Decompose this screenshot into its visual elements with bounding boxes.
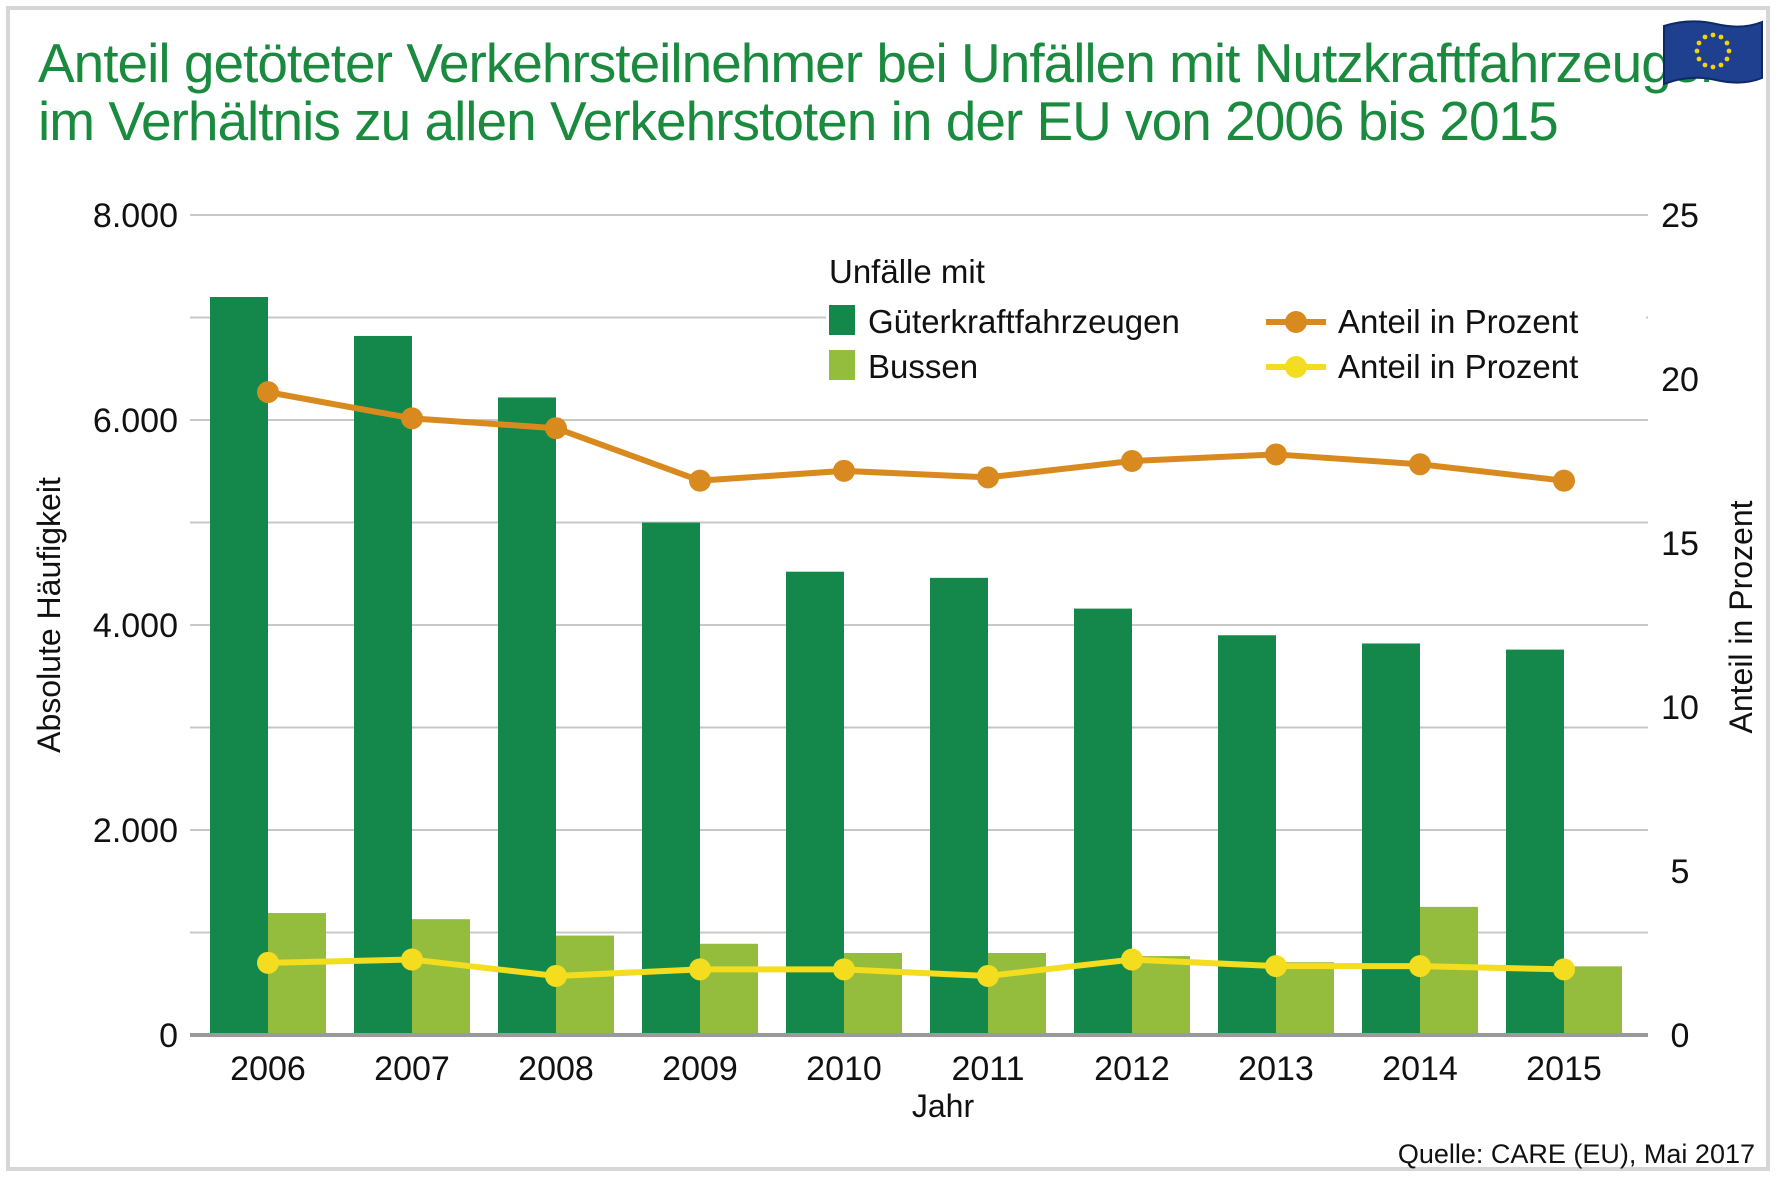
x-tick-label: 2015 — [1526, 1050, 1602, 1088]
bar-buses-2009 — [700, 943, 758, 1035]
point-share-buses-2008 — [545, 964, 567, 987]
bar-buses-2007 — [412, 919, 470, 1035]
legend: Unfälle mit Güterkraftfahrzeugen Bussen … — [826, 253, 1646, 388]
bar-trucks-2009 — [642, 522, 700, 1035]
legend-label-trucks: Güterkraftfahrzeugen — [868, 303, 1180, 340]
legend-marker-line-trucks — [1266, 311, 1326, 333]
source-note: Quelle: CARE (EU), Mai 2017 — [1398, 1139, 1755, 1169]
x-tick-label: 2008 — [518, 1050, 594, 1088]
legend-swatch-buses — [829, 350, 855, 380]
x-tick-label: 2011 — [951, 1050, 1024, 1088]
bar-buses-2011 — [988, 953, 1046, 1035]
x-tick-label: 2010 — [806, 1050, 882, 1088]
point-share-trucks-2010 — [833, 459, 855, 482]
point-share-buses-2013 — [1265, 955, 1287, 978]
point-share-trucks-2011 — [977, 466, 999, 489]
point-share-trucks-2013 — [1265, 443, 1287, 466]
y-tick-label: 4.000 — [93, 607, 178, 645]
y-tick-label: 6.000 — [93, 402, 178, 440]
line-share-trucks — [267, 389, 1565, 484]
bar-trucks-2010 — [786, 571, 844, 1035]
legend-label-line-trucks: Anteil in Prozent — [1338, 303, 1578, 340]
point-share-buses-2014 — [1409, 955, 1431, 978]
point-share-buses-2009 — [689, 958, 711, 981]
bar-trucks-2015 — [1506, 649, 1564, 1035]
y-right-tick-label: 25 — [1661, 197, 1699, 235]
y-axis-right-label: Anteil in Prozent — [1723, 500, 1759, 733]
bar-trucks-2014 — [1362, 643, 1420, 1035]
title-line-1: Anteil getöteter Verkehrsteilnehmer bei … — [38, 32, 1731, 94]
bar-trucks-2013 — [1218, 635, 1276, 1035]
y-right-tick-label: 5 — [1671, 853, 1690, 891]
x-tick-label: 2009 — [662, 1050, 738, 1088]
y-tick-label: 0 — [159, 1017, 178, 1055]
y-right-tick-label: 15 — [1661, 525, 1699, 563]
x-tick-label: 2012 — [1094, 1050, 1170, 1088]
point-share-buses-2012 — [1121, 948, 1143, 971]
point-share-buses-2015 — [1553, 958, 1575, 981]
eu-flag-icon — [1663, 20, 1763, 86]
y-tick-label: 8.000 — [93, 197, 178, 235]
x-tick-label: 2013 — [1238, 1050, 1314, 1088]
point-share-trucks-2007 — [401, 407, 423, 430]
point-share-trucks-2006 — [257, 381, 279, 404]
point-share-trucks-2015 — [1553, 469, 1575, 492]
bar-trucks-2011 — [930, 577, 988, 1035]
point-share-trucks-2014 — [1409, 453, 1431, 476]
y-tick-label: 2.000 — [93, 812, 178, 850]
point-share-buses-2011 — [977, 964, 999, 987]
legend-marker-line-buses — [1266, 356, 1326, 378]
point-share-buses-2006 — [257, 951, 279, 974]
y-right-tick-label: 10 — [1661, 689, 1699, 727]
x-tick-label: 2014 — [1382, 1050, 1458, 1088]
title-line-2: im Verhältnis zu allen Verkehrstoten in … — [38, 90, 1559, 152]
legend-heading: Unfälle mit — [829, 253, 985, 290]
y-right-tick-label: 0 — [1671, 1017, 1690, 1055]
point-share-trucks-2009 — [689, 469, 711, 492]
x-axis-label: Jahr — [912, 1088, 975, 1124]
point-share-trucks-2012 — [1121, 450, 1143, 472]
line-share-buses — [267, 956, 1565, 979]
legend-label-line-buses: Anteil in Prozent — [1338, 348, 1578, 385]
legend-label-buses: Bussen — [868, 348, 978, 385]
point-share-buses-2010 — [833, 958, 855, 981]
x-tick-label: 2006 — [230, 1050, 306, 1088]
bar-trucks-2007 — [354, 335, 412, 1035]
bar-buses-2008 — [556, 935, 614, 1035]
y-axis-label: Absolute Häufigkeit — [31, 477, 67, 753]
bar-buses-2006 — [268, 913, 326, 1035]
bar-buses-2013 — [1276, 962, 1334, 1035]
bar-buses-2012 — [1132, 956, 1190, 1035]
bar-trucks-2008 — [498, 397, 556, 1035]
bar-trucks-2006 — [210, 297, 268, 1035]
bar-buses-2015 — [1564, 966, 1622, 1035]
point-share-trucks-2008 — [545, 417, 567, 440]
chart-title: Anteil getöteter Verkehrsteilnehmer bei … — [38, 32, 1731, 152]
point-share-buses-2007 — [401, 948, 423, 971]
bar-trucks-2012 — [1074, 608, 1132, 1035]
legend-swatch-trucks — [829, 305, 855, 335]
y-right-tick-label: 20 — [1661, 361, 1699, 399]
x-tick-label: 2007 — [374, 1050, 450, 1088]
